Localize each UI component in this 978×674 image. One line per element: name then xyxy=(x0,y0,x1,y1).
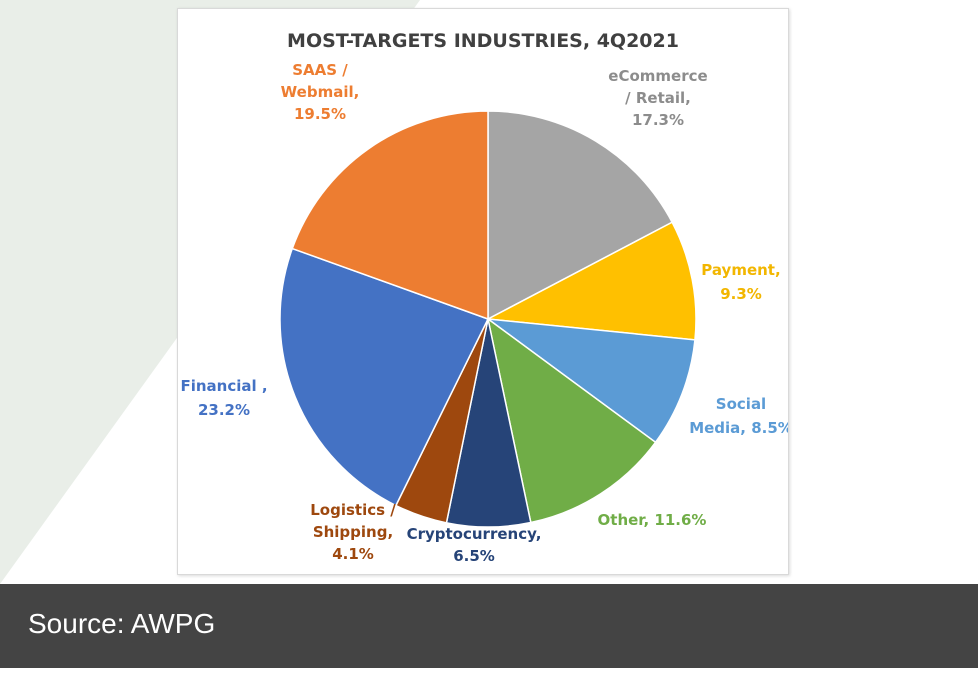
chart-card: MOST-TARGETS INDUSTRIES, 4Q2021 eCommerc… xyxy=(177,8,789,575)
pie-slice-ecommerce-retail xyxy=(487,110,674,321)
pie-chart: MOST-TARGETS INDUSTRIES, 4Q2021 eCommerc… xyxy=(180,30,788,565)
pie-slice-payment xyxy=(485,221,697,341)
pie-slice-financial xyxy=(279,247,490,507)
caption-bar: Source: AWPG xyxy=(0,584,978,668)
chart-title: MOST-TARGETS INDUSTRIES, 4Q2021 xyxy=(287,30,679,52)
pie-label-social-media: Social Media, 8.5% xyxy=(689,395,788,437)
caption-text: Source: AWPG xyxy=(28,608,216,639)
pie-label-saas-webmail: SAAS / Webmail, 19.5% xyxy=(281,61,360,123)
pie-labels: eCommerce / Retail, 17.3% Payment, 9.3% Socia… xyxy=(180,61,788,565)
pie-label-payment: Payment, 9.3% xyxy=(701,261,780,303)
pie-slices xyxy=(279,110,697,528)
pie-label-ecommerce-retail: eCommerce / Retail, 17.3% xyxy=(608,67,707,129)
pie-slice-other xyxy=(486,317,657,524)
pie-slice-saas-webmail xyxy=(291,110,489,321)
pie-label-logistics-shipping: Logistics / Shipping, 4.1% xyxy=(310,501,396,563)
pie-slice-social-media xyxy=(485,317,696,444)
pie-label-cryptocurrency: Cryptocurrency, 6.5% xyxy=(407,525,542,565)
pie-label-financial: Financial , 23.2% xyxy=(180,377,267,419)
pie-label-other: Other, 11.6% xyxy=(598,511,707,529)
